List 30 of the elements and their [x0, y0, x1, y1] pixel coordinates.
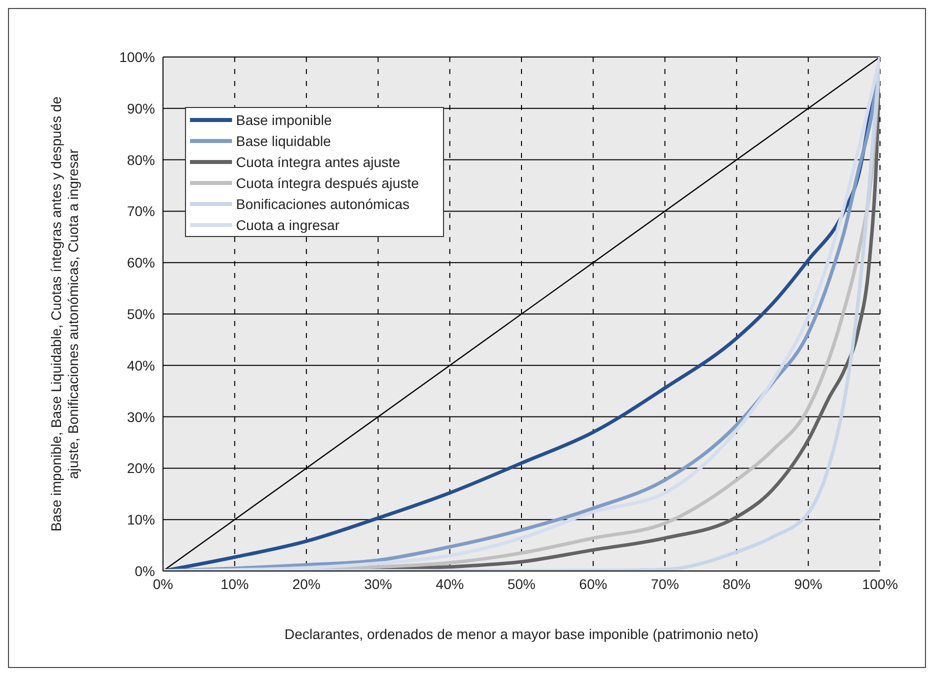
legend-label: Base liquidable — [236, 132, 331, 148]
y-tick-label: 70% — [126, 203, 155, 220]
y-tick-label: 0% — [134, 562, 155, 579]
x-tick-label: 70% — [650, 576, 679, 592]
y-tick-label: 40% — [126, 357, 155, 374]
y-tick-label: 80% — [126, 152, 155, 168]
x-tick-label: 30% — [364, 576, 392, 592]
y-tick-label: 30% — [126, 408, 155, 425]
x-axis-title: Declarantes, ordenados de menor a mayor base imponible (patrimonio neto) — [284, 626, 758, 642]
x-tick-label: 20% — [292, 576, 320, 592]
legend-label: Cuota a ingresar — [236, 216, 340, 232]
x-tick-label: 100% — [862, 576, 898, 592]
x-tick-label: 0% — [152, 576, 174, 592]
x-tick-label: 50% — [507, 576, 536, 592]
x-tick-label: 90% — [794, 576, 822, 592]
legend-label: Base imponible — [236, 112, 332, 128]
y-tick-label: 50% — [126, 306, 155, 322]
y-tick-label: 100% — [119, 48, 155, 65]
x-tick-label: 40% — [436, 576, 464, 592]
y-tick-label: 10% — [126, 512, 155, 528]
x-tick-label: 80% — [722, 576, 751, 592]
y-tick-label: 60% — [126, 254, 155, 271]
x-tick-label: 10% — [220, 576, 249, 592]
y-tick-label: 20% — [126, 460, 155, 476]
y-tick-label: 90% — [126, 100, 155, 116]
legend-label: Bonificaciones autonómicas — [236, 196, 410, 212]
legend-label: Cuota íntegra después ajuste — [236, 174, 419, 190]
x-tick-label: 60% — [579, 576, 608, 592]
legend-label: Cuota íntegra antes ajuste — [236, 154, 400, 170]
y-axis-title: Base imponible, Base Liquidable, Cuotas íntegras antes y después de ajuste, Bonificaciones autonómicas, Cuota a ingresar — [48, 96, 81, 532]
